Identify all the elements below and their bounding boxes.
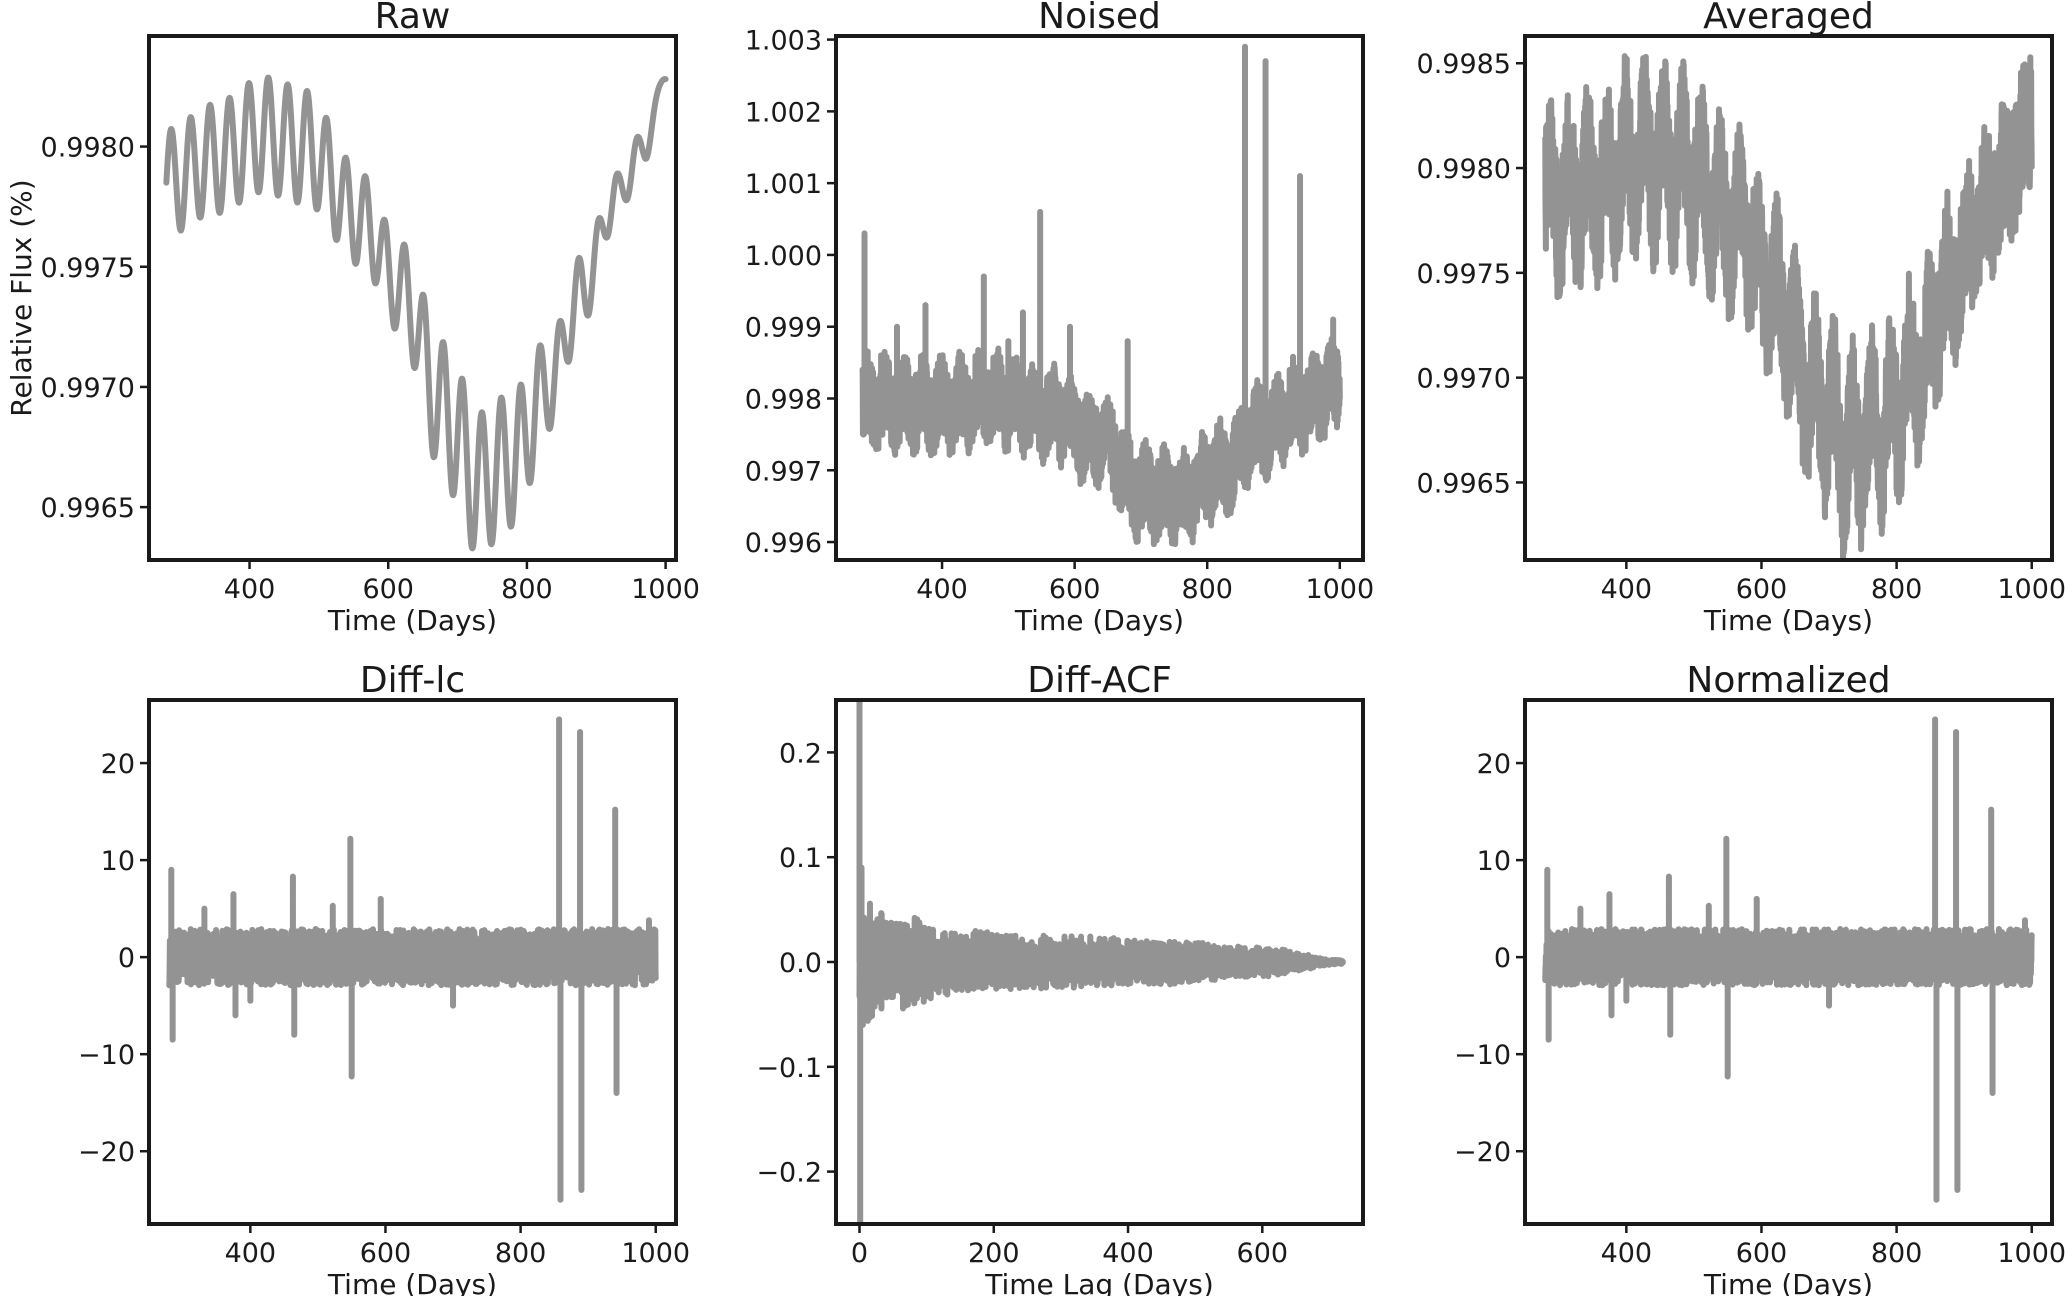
diff_lc-ytick-label: 0 (118, 943, 135, 974)
diff_acf-chart-title: Diff-ACF (1027, 660, 1172, 701)
diff_acf-ytick-label: 0.2 (779, 738, 822, 769)
diff_acf-xtick-label: 400 (1102, 1238, 1154, 1269)
normalized-xtick-label: 600 (1736, 1238, 1788, 1269)
normalized-xtick-label: 800 (1871, 1238, 1923, 1269)
raw-axes-frame (147, 34, 678, 562)
raw-chart-title: Raw (375, 0, 451, 37)
normalized-ytick-label: −10 (1454, 1040, 1511, 1071)
diff_acf-ytick-label: −0.2 (756, 1158, 822, 1189)
diff_acf-xtick-label: 600 (1237, 1238, 1289, 1269)
averaged-ytick-label: 0.9975 (1417, 259, 1511, 290)
noised-ytick-label: 1.003 (745, 26, 822, 57)
normalized-xtick-label: 400 (1601, 1238, 1653, 1269)
noised-series-line (859, 43, 1343, 548)
averaged-ytick-label: 0.9970 (1417, 364, 1511, 395)
diff_lc-axes-frame (147, 698, 678, 1226)
noised-ytick-label: 0.998 (745, 384, 822, 415)
normalized-xtick-label: 1000 (1997, 1238, 2066, 1269)
averaged-xtick-label: 400 (1601, 574, 1653, 605)
noised-xtick-label: 600 (1049, 574, 1101, 605)
raw-ytick-label: 0.9965 (41, 493, 135, 524)
diff_lc-ytick-label: −10 (78, 1040, 135, 1071)
noised-ytick-label: 1.000 (745, 241, 822, 272)
noised-ytick-label: 0.996 (745, 528, 822, 559)
averaged-x-axis-label: Time (Days) (1703, 604, 1873, 637)
averaged-ytick-label: 0.9980 (1417, 154, 1511, 185)
diff_lc-xtick-label: 600 (360, 1238, 412, 1269)
averaged-xtick-label: 800 (1871, 574, 1923, 605)
diff_acf-series-line (856, 700, 1346, 1224)
averaged-chart-title: Averaged (1703, 0, 1874, 37)
noised-x-axis-label: Time (Days) (1014, 604, 1184, 637)
noised-xtick-label: 400 (916, 574, 968, 605)
noised-ytick-label: 1.001 (745, 169, 822, 200)
panel-diff_acf: 0 200 400 600 −0.2 −0.1 0.0 0.1 0.2 Diff-ACF Time … (756, 660, 1365, 1296)
averaged-ytick-label: 0.9985 (1417, 49, 1511, 80)
noised-axes-frame (834, 34, 1365, 562)
diff_acf-xtick-label: 200 (968, 1238, 1020, 1269)
noised-xtick-label: 800 (1181, 574, 1233, 605)
averaged-ytick-label: 0.9965 (1417, 468, 1511, 499)
normalized-x-axis-label: Time (Days) (1703, 1268, 1873, 1296)
raw-xtick-label: 800 (501, 574, 553, 605)
diff_lc-xtick-label: 1000 (621, 1238, 690, 1269)
diff_acf-ytick-label: 0.0 (779, 948, 822, 979)
panel-diff_lc: 400 600 800 1000 −20 −10 0 10 20 Diff-lc Time (Day… (78, 660, 690, 1296)
panel-averaged: 400 600 800 1000 0.9965 0.9970 0.9975 0.9980 0.9… (1417, 0, 2066, 637)
diff_acf-x-axis-label: Time Lag (Days) (984, 1268, 1214, 1296)
normalized-series-line (1542, 716, 2035, 1203)
noised-ytick-label: 0.999 (745, 313, 822, 344)
diff_acf-ytick-label: 0.1 (779, 843, 822, 874)
raw-ytick-label: 0.9980 (41, 133, 135, 164)
raw-xtick-label: 400 (224, 574, 276, 605)
normalized-ytick-label: 10 (1477, 846, 1511, 877)
normalized-ytick-label: −20 (1454, 1137, 1511, 1168)
raw-series-line (163, 74, 669, 552)
diff_lc-ytick-label: −20 (78, 1137, 135, 1168)
normalized-chart-title: Normalized (1686, 660, 1890, 701)
panel-normalized: 400 600 800 1000 −20 −10 0 10 20 Normalized Time (… (1454, 660, 2066, 1296)
raw-y-axis-label: Relative Flux (%) (5, 179, 38, 416)
raw-x-axis-label: Time (Days) (327, 604, 497, 637)
noised-chart-title: Noised (1038, 0, 1161, 37)
diff_lc-x-axis-label: Time (Days) (327, 1268, 497, 1296)
diff_lc-series-line (166, 716, 659, 1203)
panel-noised: 400 600 800 1000 0.996 0.997 0.998 0.999 1.000 1.… (745, 0, 1374, 637)
diff_acf-xtick-label: 0 (851, 1238, 868, 1269)
normalized-ytick-label: 20 (1477, 749, 1511, 780)
panel-raw: 400 600 800 1000 0.9965 0.9970 0.9975 0.9980 Raw… (5, 0, 700, 637)
averaged-xtick-label: 600 (1736, 574, 1788, 605)
raw-ytick-label: 0.9970 (41, 373, 135, 404)
diff_lc-xtick-label: 800 (495, 1238, 547, 1269)
normalized-ytick-label: 0 (1494, 943, 1511, 974)
diff_lc-ytick-label: 10 (101, 846, 135, 877)
averaged-axes-frame (1523, 34, 2054, 562)
averaged-series-line (1542, 53, 2035, 560)
averaged-xtick-label: 1000 (1997, 574, 2066, 605)
diff_lc-chart-title: Diff-lc (360, 660, 465, 701)
normalized-axes-frame (1523, 698, 2054, 1226)
diff_lc-ytick-label: 20 (101, 749, 135, 780)
raw-xtick-label: 600 (362, 574, 414, 605)
noised-ytick-label: 0.997 (745, 456, 822, 487)
raw-ytick-label: 0.9975 (41, 253, 135, 284)
diff_lc-xtick-label: 400 (225, 1238, 277, 1269)
noised-xtick-label: 1000 (1305, 574, 1374, 605)
noised-ytick-label: 1.002 (745, 97, 822, 128)
raw-xtick-label: 1000 (631, 574, 700, 605)
diff_acf-ytick-label: −0.1 (756, 1053, 822, 1084)
